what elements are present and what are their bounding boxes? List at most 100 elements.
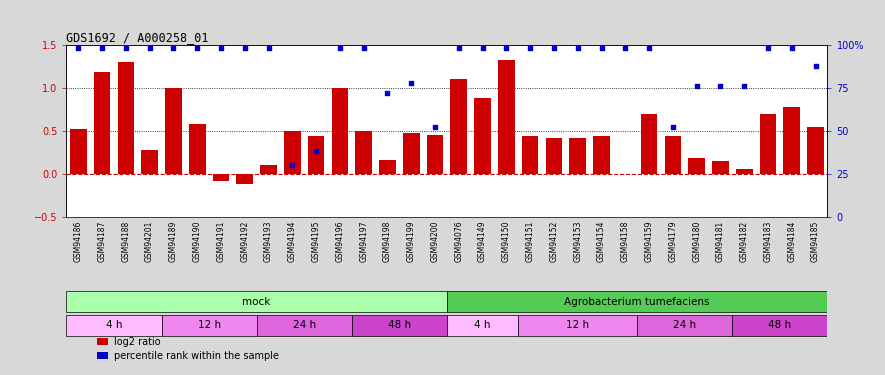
Text: GSM94192: GSM94192	[240, 220, 250, 262]
Point	[261, 45, 275, 51]
Bar	[257, 315, 351, 336]
Text: GSM94188: GSM94188	[121, 220, 130, 261]
Bar	[522, 136, 538, 174]
Bar	[569, 138, 586, 174]
Bar	[66, 291, 447, 312]
Bar	[142, 150, 158, 174]
Point	[214, 45, 228, 51]
Bar	[260, 165, 277, 174]
Point	[475, 45, 489, 51]
Bar	[637, 315, 733, 336]
Text: GSM94199: GSM94199	[407, 220, 416, 262]
Text: 48 h: 48 h	[388, 320, 411, 330]
Text: GSM94198: GSM94198	[383, 220, 392, 262]
Text: 12 h: 12 h	[566, 320, 589, 330]
Bar	[498, 60, 515, 174]
Bar	[807, 126, 824, 174]
Point	[309, 148, 323, 154]
Point	[713, 83, 727, 89]
Text: GSM94154: GSM94154	[597, 220, 606, 262]
Bar	[403, 132, 419, 174]
Text: GSM94153: GSM94153	[573, 220, 582, 262]
Text: GSM94182: GSM94182	[740, 220, 749, 261]
Point	[499, 45, 513, 51]
Bar	[783, 107, 800, 174]
Text: GSM94076: GSM94076	[454, 220, 464, 262]
Point	[571, 45, 585, 51]
Bar	[447, 291, 827, 312]
Bar	[641, 114, 658, 174]
Bar	[189, 124, 205, 174]
Bar	[70, 129, 87, 174]
Text: GSM94179: GSM94179	[668, 220, 677, 262]
Text: GSM94149: GSM94149	[478, 220, 487, 262]
Bar	[759, 114, 776, 174]
Text: GSM94183: GSM94183	[764, 220, 773, 262]
Bar	[356, 131, 372, 174]
Bar	[212, 174, 229, 181]
Bar	[352, 315, 447, 336]
Text: GSM94197: GSM94197	[359, 220, 368, 262]
Bar	[165, 88, 181, 174]
Text: 12 h: 12 h	[197, 320, 220, 330]
Text: 24 h: 24 h	[293, 320, 316, 330]
Point	[451, 45, 466, 51]
Point	[285, 162, 299, 168]
Point	[238, 45, 252, 51]
Point	[689, 83, 704, 89]
Bar	[450, 80, 467, 174]
Point	[809, 63, 823, 69]
Text: GSM94187: GSM94187	[97, 220, 106, 262]
Point	[761, 45, 775, 51]
Text: infection: infection	[0, 374, 1, 375]
Text: GSM94194: GSM94194	[288, 220, 296, 262]
Bar	[519, 315, 637, 336]
Point	[666, 124, 680, 130]
Point	[404, 80, 419, 86]
Text: log2 ratio: log2 ratio	[113, 337, 160, 346]
Text: GSM94190: GSM94190	[193, 220, 202, 262]
Bar	[96, 352, 108, 359]
Bar	[447, 315, 519, 336]
Text: GSM94186: GSM94186	[73, 220, 83, 262]
Point	[523, 45, 537, 51]
Bar	[712, 161, 728, 174]
Point	[785, 45, 799, 51]
Bar	[332, 88, 348, 174]
Bar	[733, 315, 827, 336]
Text: GSM94158: GSM94158	[620, 220, 630, 262]
Text: 48 h: 48 h	[768, 320, 791, 330]
Point	[71, 45, 85, 51]
Text: Agrobacterium tumefaciens: Agrobacterium tumefaciens	[565, 297, 710, 307]
Point	[142, 45, 157, 51]
Bar	[94, 72, 111, 174]
Bar	[665, 136, 681, 174]
Bar	[593, 136, 610, 174]
Text: GSM94201: GSM94201	[145, 220, 154, 262]
Bar	[96, 338, 108, 345]
Bar	[118, 62, 135, 174]
Text: time: time	[0, 374, 1, 375]
Point	[357, 45, 371, 51]
Text: GDS1692 / A000258_01: GDS1692 / A000258_01	[66, 31, 209, 44]
Text: GSM94181: GSM94181	[716, 220, 725, 261]
Point	[190, 45, 204, 51]
Point	[381, 90, 395, 96]
Text: GSM94200: GSM94200	[430, 220, 440, 262]
Text: GSM94191: GSM94191	[217, 220, 226, 262]
Text: GSM94159: GSM94159	[644, 220, 654, 262]
Point	[737, 83, 751, 89]
Text: GSM94185: GSM94185	[811, 220, 820, 262]
Point	[119, 45, 133, 51]
Point	[166, 45, 181, 51]
Bar	[161, 315, 257, 336]
Text: GSM94193: GSM94193	[264, 220, 273, 262]
Point	[595, 45, 609, 51]
Text: 4 h: 4 h	[105, 320, 122, 330]
Text: GSM94195: GSM94195	[312, 220, 320, 262]
Point	[333, 45, 347, 51]
Text: GSM94180: GSM94180	[692, 220, 701, 262]
Text: 4 h: 4 h	[474, 320, 491, 330]
Text: GSM94184: GSM94184	[788, 220, 796, 262]
Bar	[427, 135, 443, 174]
